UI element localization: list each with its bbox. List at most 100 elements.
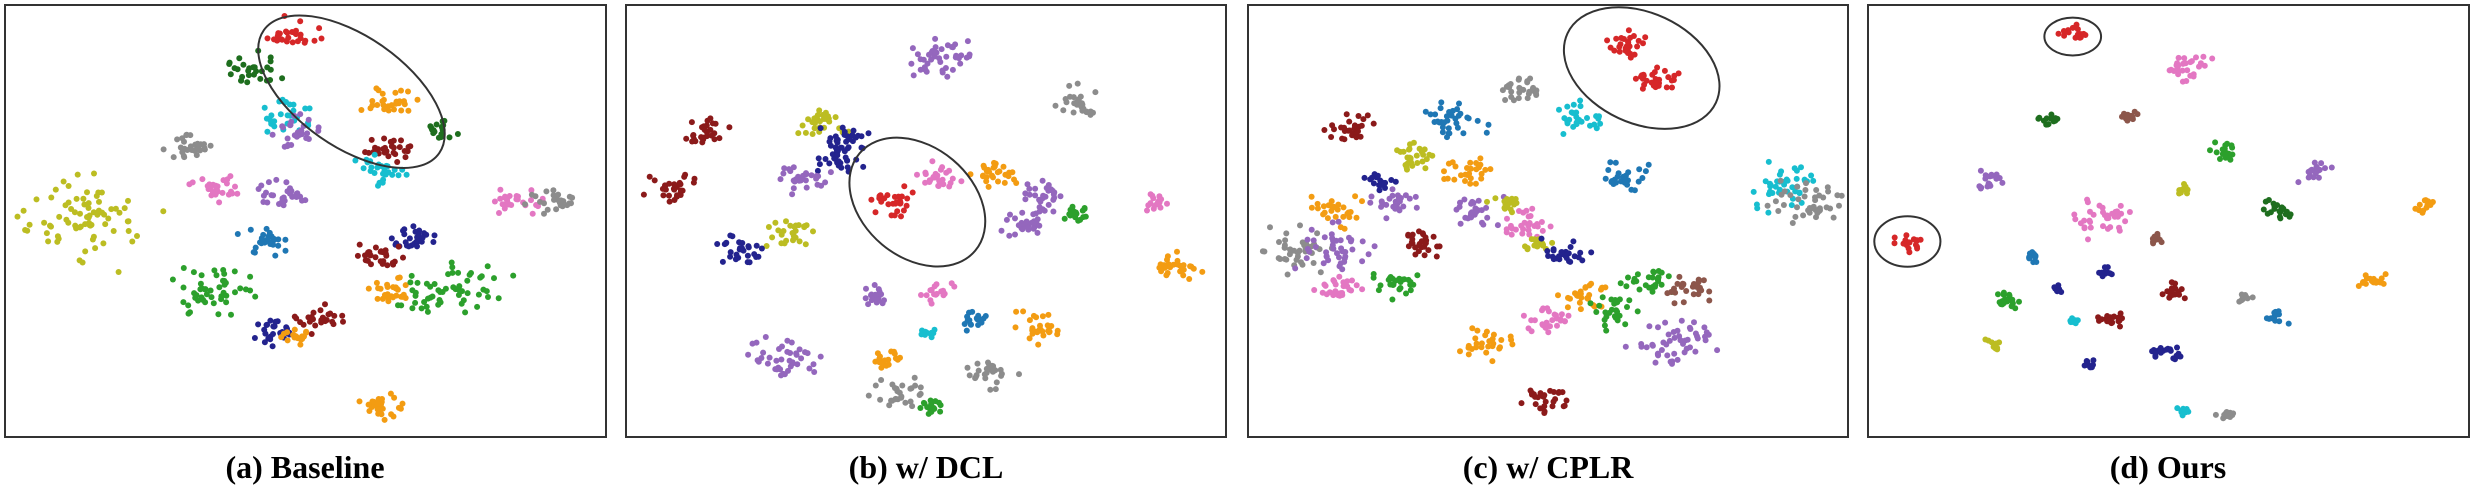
embedding-point <box>1398 276 1405 283</box>
embedding-point <box>1801 193 1808 200</box>
embedding-point <box>1671 300 1678 307</box>
embedding-point <box>302 105 309 112</box>
embedding-point <box>811 125 818 132</box>
embedding-point <box>1462 214 1469 221</box>
embedding-point <box>1650 283 1657 290</box>
embedding-point <box>1547 223 1554 230</box>
embedding-point <box>1320 211 1327 218</box>
embedding-point <box>2048 111 2055 118</box>
embedding-point <box>875 286 882 293</box>
embedding-point <box>395 243 402 250</box>
embedding-point <box>56 213 63 220</box>
embedding-point <box>221 270 228 277</box>
embedding-point <box>1267 224 1273 231</box>
embedding-point <box>850 127 857 134</box>
embedding-point <box>826 118 833 125</box>
embedding-point <box>368 136 375 143</box>
embedding-point <box>640 191 647 198</box>
embedding-point <box>216 199 223 206</box>
embedding-point <box>1046 328 1053 335</box>
embedding-point <box>952 54 959 61</box>
embedding-point <box>275 236 282 243</box>
embedding-point <box>1593 309 1600 315</box>
embedding-point <box>1632 75 1639 82</box>
embedding-point <box>398 87 404 94</box>
embedding-point <box>2184 186 2191 193</box>
embedding-point <box>651 177 658 184</box>
embedding-point <box>2249 294 2256 301</box>
embedding-point <box>247 226 254 233</box>
embedding-point <box>385 295 392 302</box>
embedding-point <box>908 60 915 67</box>
panel-frame <box>1247 4 1849 438</box>
embedding-point <box>1530 84 1537 91</box>
embedding-point <box>2176 187 2183 194</box>
embedding-point <box>318 35 325 42</box>
embedding-point <box>478 273 485 280</box>
panel-frame <box>1867 4 2470 438</box>
embedding-point <box>1487 166 1494 173</box>
embedding-point <box>1470 199 1477 206</box>
embedding-point <box>1344 283 1351 290</box>
embedding-point <box>881 297 887 304</box>
embedding-point <box>1817 207 1823 214</box>
embedding-point <box>964 38 971 45</box>
embedding-point <box>271 123 278 130</box>
embedding-point <box>1472 180 1479 187</box>
embedding-point <box>1029 325 1036 332</box>
embedding-point <box>838 164 845 171</box>
embedding-point <box>1618 35 1625 41</box>
embedding-point <box>1816 192 1823 199</box>
embedding-point <box>827 169 834 176</box>
embedding-point <box>2058 289 2065 295</box>
embedding-point <box>1570 110 1576 116</box>
embedding-point <box>727 249 734 256</box>
embedding-point <box>1330 277 1337 284</box>
embedding-point <box>1386 275 1393 282</box>
embedding-point <box>312 322 319 329</box>
embedding-point <box>1444 134 1450 141</box>
embedding-point <box>778 372 784 379</box>
embedding-point <box>1584 115 1590 121</box>
embedding-point <box>263 322 270 328</box>
embedding-point <box>865 301 872 308</box>
embedding-point <box>1528 317 1535 324</box>
embedding-point <box>177 144 184 151</box>
embedding-point <box>1456 100 1462 107</box>
embedding-point <box>329 318 336 325</box>
embedding-point <box>781 165 788 172</box>
embedding-point <box>819 112 826 118</box>
embedding-point <box>726 124 733 131</box>
embedding-point <box>1406 154 1413 161</box>
embedding-point <box>1614 173 1621 180</box>
embedding-point <box>431 281 438 287</box>
embedding-point <box>181 138 187 145</box>
embedding-point <box>377 258 384 265</box>
embedding-point <box>1413 204 1420 211</box>
embedding-point <box>1665 331 1672 338</box>
embedding-point <box>881 357 888 364</box>
embedding-point <box>2193 54 2199 61</box>
embedding-point <box>1359 258 1366 265</box>
embedding-point <box>2081 362 2088 369</box>
embedding-point <box>1437 105 1444 112</box>
embedding-point <box>160 208 167 215</box>
embedding-point <box>431 232 438 239</box>
embedding-point <box>1466 170 1473 177</box>
embedding-point <box>1577 306 1584 313</box>
embedding-point <box>1458 172 1464 179</box>
embedding-point <box>964 364 971 371</box>
embedding-point <box>460 297 467 304</box>
embedding-point <box>435 287 442 294</box>
embedding-point <box>1057 193 1064 200</box>
embedding-point <box>1426 151 1433 158</box>
embedding-point <box>299 335 306 342</box>
embedding-point <box>2074 26 2081 33</box>
embedding-point <box>822 179 829 186</box>
embedding-point <box>1186 276 1193 282</box>
embedding-point <box>1283 230 1290 237</box>
embedding-point <box>1039 328 1046 335</box>
embedding-point <box>1982 175 1989 182</box>
embedding-point <box>898 393 905 400</box>
embedding-point <box>1039 195 1046 202</box>
